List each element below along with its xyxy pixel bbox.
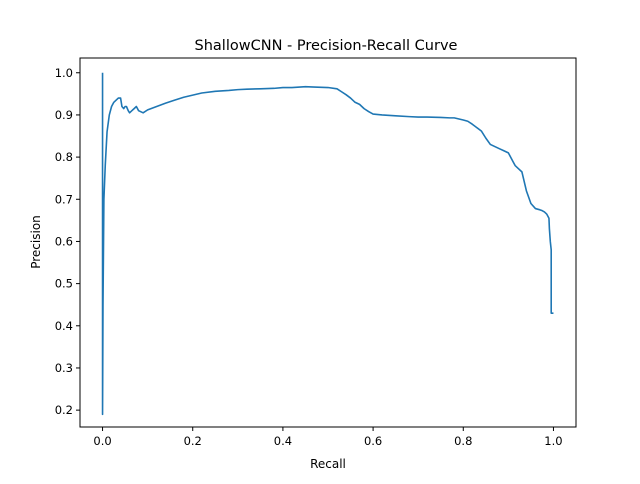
plot-frame: [79, 57, 577, 428]
y-tick-label: 1.0: [55, 66, 73, 80]
x-axis-label: Recall: [310, 457, 346, 471]
y-tick-label: 0.6: [55, 234, 73, 248]
precision-recall-line: [101, 72, 554, 416]
x-axis-ticks: 0.0 0.2 0.4 0.6 0.8 1.0: [93, 427, 563, 448]
y-axis-label: Precision: [29, 215, 43, 269]
chart-title: ShallowCNN - Precision-Recall Curve: [195, 38, 458, 54]
y-tick-label: 0.7: [55, 192, 73, 206]
x-tick-label: 0.0: [93, 434, 111, 448]
y-tick-label: 0.8: [55, 150, 73, 164]
x-tick-label: 0.4: [274, 434, 292, 448]
y-tick-label: 0.5: [55, 277, 73, 291]
x-tick-label: 1.0: [544, 434, 562, 448]
y-axis-ticks: 0.2 0.3 0.4 0.5 0.6 0.7 0.8 0.9 1.0: [55, 66, 80, 417]
x-tick-label: 0.2: [184, 434, 202, 448]
x-tick-label: 0.6: [364, 434, 382, 448]
y-tick-label: 0.3: [55, 361, 73, 375]
y-tick-label: 0.4: [55, 319, 73, 333]
y-tick-label: 0.9: [55, 108, 73, 122]
x-tick-label: 0.8: [454, 434, 472, 448]
y-tick-label: 0.2: [55, 403, 73, 417]
